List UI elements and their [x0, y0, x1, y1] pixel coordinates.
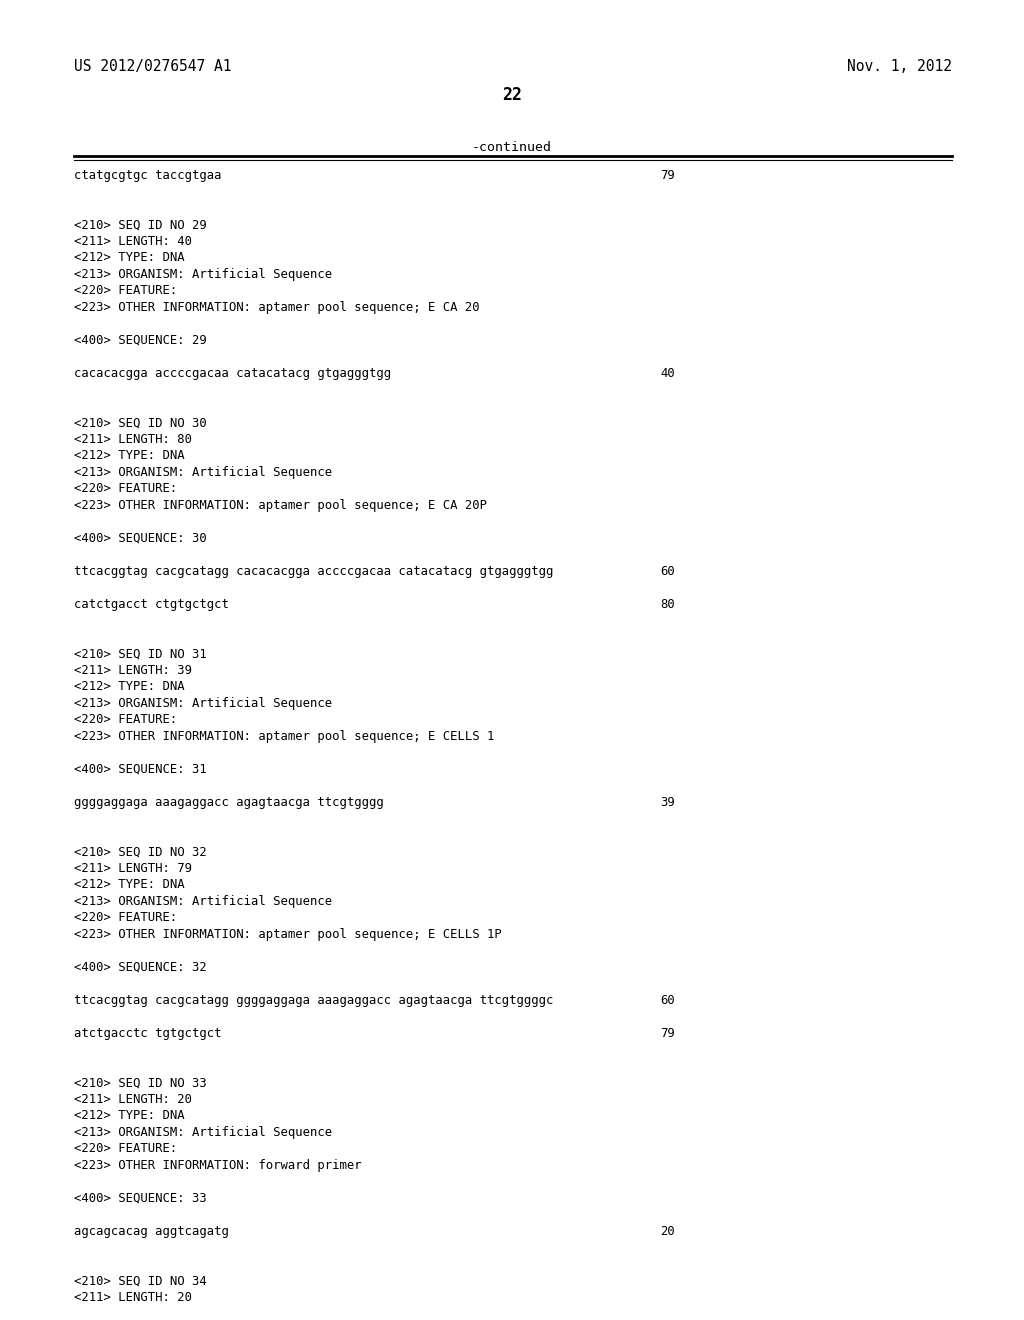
Text: <211> LENGTH: 20: <211> LENGTH: 20 — [74, 1093, 191, 1106]
Text: 20: 20 — [660, 1225, 675, 1238]
Text: <213> ORGANISM: Artificial Sequence: <213> ORGANISM: Artificial Sequence — [74, 1126, 332, 1139]
Text: ggggaggaga aaagaggacc agagtaacga ttcgtgggg: ggggaggaga aaagaggacc agagtaacga ttcgtgg… — [74, 796, 383, 809]
Text: 60: 60 — [660, 994, 675, 1007]
Text: <212> TYPE: DNA: <212> TYPE: DNA — [74, 681, 184, 693]
Text: <220> FEATURE:: <220> FEATURE: — [74, 713, 177, 726]
Text: <223> OTHER INFORMATION: aptamer pool sequence; E CELLS 1: <223> OTHER INFORMATION: aptamer pool se… — [74, 730, 495, 743]
Text: <212> TYPE: DNA: <212> TYPE: DNA — [74, 1109, 184, 1122]
Text: 80: 80 — [660, 598, 675, 611]
Text: <210> SEQ ID NO 32: <210> SEQ ID NO 32 — [74, 846, 207, 858]
Text: <400> SEQUENCE: 30: <400> SEQUENCE: 30 — [74, 532, 207, 545]
Text: US 2012/0276547 A1: US 2012/0276547 A1 — [74, 59, 231, 74]
Text: <223> OTHER INFORMATION: forward primer: <223> OTHER INFORMATION: forward primer — [74, 1159, 361, 1172]
Text: <400> SEQUENCE: 33: <400> SEQUENCE: 33 — [74, 1192, 207, 1205]
Text: ttcacggtag cacgcatagg ggggaggaga aaagaggacc agagtaacga ttcgtggggc: ttcacggtag cacgcatagg ggggaggaga aaagagg… — [74, 994, 553, 1007]
Text: <210> SEQ ID NO 30: <210> SEQ ID NO 30 — [74, 417, 207, 429]
Text: 79: 79 — [660, 169, 675, 182]
Text: <223> OTHER INFORMATION: aptamer pool sequence; E CA 20P: <223> OTHER INFORMATION: aptamer pool se… — [74, 499, 486, 512]
Text: 60: 60 — [660, 565, 675, 578]
Text: Nov. 1, 2012: Nov. 1, 2012 — [847, 59, 952, 74]
Text: cacacacgga accccgacaa catacatacg gtgagggtgg: cacacacgga accccgacaa catacatacg gtgaggg… — [74, 367, 391, 380]
Text: <211> LENGTH: 20: <211> LENGTH: 20 — [74, 1291, 191, 1304]
Text: <400> SEQUENCE: 29: <400> SEQUENCE: 29 — [74, 334, 207, 347]
Text: <212> TYPE: DNA: <212> TYPE: DNA — [74, 449, 184, 462]
Text: <220> FEATURE:: <220> FEATURE: — [74, 1143, 177, 1155]
Text: <210> SEQ ID NO 31: <210> SEQ ID NO 31 — [74, 648, 207, 660]
Text: <210> SEQ ID NO 33: <210> SEQ ID NO 33 — [74, 1077, 207, 1089]
Text: catctgacct ctgtgctgct: catctgacct ctgtgctgct — [74, 598, 228, 611]
Text: 22: 22 — [502, 86, 522, 104]
Text: <211> LENGTH: 79: <211> LENGTH: 79 — [74, 862, 191, 875]
Text: <210> SEQ ID NO 34: <210> SEQ ID NO 34 — [74, 1275, 207, 1287]
Text: <212> TYPE: DNA: <212> TYPE: DNA — [74, 879, 184, 891]
Text: <213> ORGANISM: Artificial Sequence: <213> ORGANISM: Artificial Sequence — [74, 697, 332, 710]
Text: <400> SEQUENCE: 31: <400> SEQUENCE: 31 — [74, 763, 207, 776]
Text: <213> ORGANISM: Artificial Sequence: <213> ORGANISM: Artificial Sequence — [74, 466, 332, 479]
Text: ttcacggtag cacgcatagg cacacacgga accccgacaa catacatacg gtgagggtgg: ttcacggtag cacgcatagg cacacacgga accccga… — [74, 565, 553, 578]
Text: <213> ORGANISM: Artificial Sequence: <213> ORGANISM: Artificial Sequence — [74, 895, 332, 908]
Text: 39: 39 — [660, 796, 675, 809]
Text: <220> FEATURE:: <220> FEATURE: — [74, 483, 177, 495]
Text: <213> ORGANISM: Artificial Sequence: <213> ORGANISM: Artificial Sequence — [74, 268, 332, 281]
Text: ctatgcgtgc taccgtgaa: ctatgcgtgc taccgtgaa — [74, 169, 221, 182]
Text: <211> LENGTH: 39: <211> LENGTH: 39 — [74, 664, 191, 677]
Text: 40: 40 — [660, 367, 675, 380]
Text: 79: 79 — [660, 1027, 675, 1040]
Text: <223> OTHER INFORMATION: aptamer pool sequence; E CA 20: <223> OTHER INFORMATION: aptamer pool se… — [74, 301, 479, 314]
Text: agcagcacag aggtcagatg: agcagcacag aggtcagatg — [74, 1225, 228, 1238]
Text: <220> FEATURE:: <220> FEATURE: — [74, 911, 177, 924]
Text: -continued: -continued — [472, 141, 552, 154]
Text: <223> OTHER INFORMATION: aptamer pool sequence; E CELLS 1P: <223> OTHER INFORMATION: aptamer pool se… — [74, 928, 502, 941]
Text: <211> LENGTH: 80: <211> LENGTH: 80 — [74, 433, 191, 446]
Text: <212> TYPE: DNA: <212> TYPE: DNA — [74, 251, 184, 264]
Text: <210> SEQ ID NO 29: <210> SEQ ID NO 29 — [74, 218, 207, 231]
Text: atctgacctc tgtgctgct: atctgacctc tgtgctgct — [74, 1027, 221, 1040]
Text: <400> SEQUENCE: 32: <400> SEQUENCE: 32 — [74, 961, 207, 974]
Text: <211> LENGTH: 40: <211> LENGTH: 40 — [74, 235, 191, 248]
Text: <220> FEATURE:: <220> FEATURE: — [74, 285, 177, 297]
